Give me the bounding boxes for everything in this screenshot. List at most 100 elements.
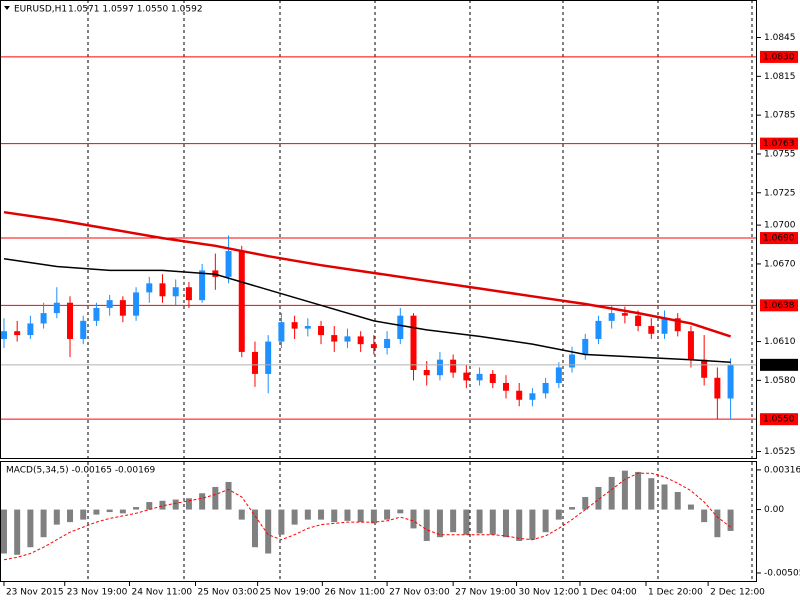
candle-body	[621, 313, 628, 316]
macd-bar	[701, 509, 708, 523]
candle-body	[687, 331, 694, 360]
macd-bar	[278, 509, 285, 535]
level-label: 1.0550	[763, 415, 795, 425]
candle-body	[53, 302, 60, 314]
macd-bar	[304, 509, 311, 520]
candle-body	[133, 292, 140, 316]
macd-pane-border	[0, 461, 757, 582]
candle-body	[159, 283, 166, 297]
ohlc: 1.0571 1.0597 1.0550 1.0592	[68, 5, 203, 15]
macd-bar	[648, 478, 655, 510]
macd-bar	[516, 509, 523, 541]
x-tick-label: 27 Nov 03:00	[389, 588, 450, 598]
candle-body	[119, 300, 126, 316]
macd-bar	[410, 509, 417, 529]
candle-body	[436, 359, 443, 376]
candle-body	[357, 336, 364, 345]
y-tick-label: -0.00505	[764, 568, 800, 578]
macd-title: MACD(5,34,5) -0.00165 -0.00169	[6, 466, 156, 476]
y-tick-label: 1.0815	[764, 72, 796, 82]
candle-body	[0, 331, 7, 339]
y-tick-label: 1.0725	[764, 188, 796, 198]
macd-bar	[238, 509, 245, 520]
macd-bar	[357, 509, 364, 523]
macd-bar	[93, 509, 100, 515]
level-label-box	[760, 137, 798, 150]
macd-bar	[225, 481, 232, 510]
macd-bar	[251, 509, 258, 548]
candle-body	[397, 315, 404, 339]
candle-body	[410, 315, 417, 371]
candle-body	[80, 320, 87, 339]
candle-body	[555, 367, 562, 383]
macd-bar	[542, 509, 549, 533]
candle-body	[14, 331, 21, 336]
y-tick-label: 1.0610	[764, 337, 796, 347]
candle-body	[304, 326, 311, 329]
macd-bar	[555, 509, 562, 520]
menu-arrow[interactable]	[4, 6, 10, 10]
level-label-box	[760, 50, 798, 63]
candle-body	[529, 393, 536, 400]
candle-body	[251, 351, 258, 374]
macd-bar	[423, 509, 430, 541]
candle-body	[595, 320, 602, 339]
macd-bar	[384, 509, 391, 520]
last-price-label: 1.0592	[763, 360, 795, 370]
candle-body	[27, 323, 34, 336]
level-label: 1.0638	[763, 301, 795, 311]
macd-bar	[133, 507, 140, 510]
candle-body	[93, 307, 100, 321]
macd-bar	[502, 509, 509, 538]
macd-bar	[608, 476, 615, 510]
macd-bar	[370, 509, 377, 524]
candle-body	[727, 364, 734, 399]
candle-body	[608, 313, 615, 321]
x-tick-label: 26 Nov 11:00	[324, 588, 385, 598]
macd-bar	[344, 509, 351, 521]
macd-bar	[14, 509, 21, 555]
level-label-box	[760, 232, 798, 245]
x-tick-label: 1 Dec 20:00	[648, 588, 703, 598]
macd-bar	[265, 509, 272, 554]
candle-body	[542, 382, 549, 394]
y-tick-label: 1.0700	[764, 221, 796, 231]
level-label: 1.0830	[763, 52, 795, 62]
candle-body	[516, 390, 523, 400]
x-tick-label: 1 Dec 04:00	[582, 588, 637, 598]
level-label: 1.0763	[763, 139, 795, 149]
macd-bar	[318, 509, 325, 520]
candle-body	[384, 338, 391, 349]
candle-body	[225, 250, 232, 277]
last-price-box	[760, 358, 798, 371]
moving-average	[3, 210, 731, 338]
y-tick-label: 1.0525	[764, 447, 796, 457]
candle-body	[344, 336, 351, 342]
macd-bar	[146, 502, 153, 510]
candle-body	[40, 313, 47, 324]
candle-body	[331, 335, 338, 342]
candle-body	[489, 373, 496, 383]
moving-average	[3, 258, 731, 364]
macd-bar	[476, 509, 483, 534]
y-tick-label: 1.0670	[764, 259, 796, 269]
macd-bar	[331, 509, 338, 523]
candle-body	[146, 283, 153, 293]
macd-bar	[185, 498, 192, 510]
y-tick-label: 0.00	[764, 505, 784, 515]
macd-bar	[106, 509, 113, 513]
candle-body	[185, 287, 192, 301]
macd-bar	[489, 509, 496, 535]
candle-body	[674, 318, 681, 332]
candle-body	[318, 326, 325, 336]
y-tick-label: 0.00316	[764, 465, 800, 475]
macd-bar	[582, 497, 589, 510]
macd-bar	[40, 509, 47, 538]
macd-bar	[291, 509, 298, 525]
candle-body	[502, 382, 509, 391]
candle-body	[291, 322, 298, 329]
candle-body	[199, 270, 206, 301]
macd-bar	[159, 500, 166, 510]
macd-bar	[463, 509, 470, 535]
candle-body	[476, 373, 483, 381]
